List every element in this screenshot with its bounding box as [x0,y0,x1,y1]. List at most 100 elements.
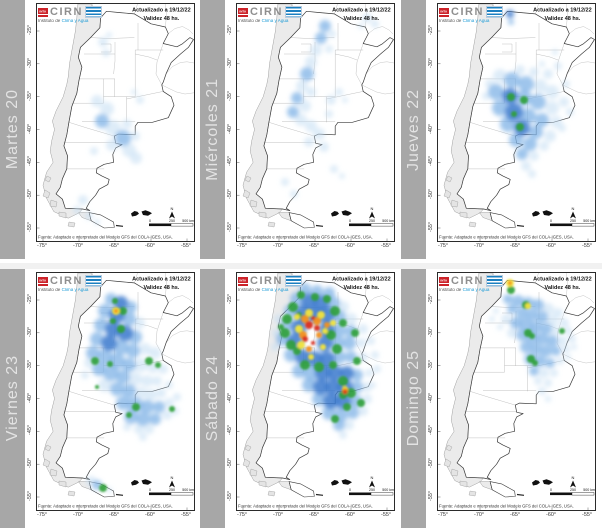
institute-name: Instituto de Clima y Agua [38,19,88,24]
map-frame: N 0 250 500 km INTA CIRN Instituto de Cl… [36,272,195,511]
forecast-panel: Miércoles 21 N 0 250 500 km INTA [200,0,401,263]
update-info: Actualizado a 19/12/22 Validez 48 hs. [132,7,191,23]
y-axis-tick-label: -55° [27,491,33,501]
svg-text:0: 0 [550,219,552,223]
svg-text:250: 250 [570,219,576,223]
y-axis-tick-label: -30° [428,326,434,337]
institute-name: Instituto de Clima y Agua [439,19,489,24]
x-axis-tick-label: -65° [510,243,520,249]
updated-date: Actualizado a 19/12/22 [332,7,391,14]
validity-label: Validez 48 hs. [143,15,180,22]
day-label: Miércoles 21 [203,78,221,181]
inta-logo-mark: INTA [439,7,449,17]
x-axis-tick-label: -75° [438,512,448,518]
x-axis-tick-label: -60° [345,243,355,249]
x-axis-tick-label: -65° [109,512,119,518]
argentina-precipitation-map: N 0 250 500 km [438,273,595,510]
precipitation-overlay-intense [506,279,565,366]
forecast-panel: Jueves 22 N 0 250 500 km INTA [401,0,602,263]
y-axis-tick-label: -50° [428,458,434,469]
y-axis-tick-label: -30° [27,57,33,68]
svg-text:500 km: 500 km [382,488,394,492]
y-axis-tick-label: -50° [428,189,434,200]
day-band: Sábado 24 [200,269,225,528]
x-axis-tick-label: -75° [237,512,247,518]
svg-text:0: 0 [149,488,151,492]
inta-logo: INTA CIRN Instituto de Clima y Agua [38,275,104,294]
source-note: Fuente: Adaptado e interpretado del Mode… [238,235,373,240]
source-note: Fuente: Adaptado e interpretado del Mode… [439,235,574,240]
svg-text:0: 0 [349,219,351,223]
x-axis-tick-label: -65° [309,512,319,518]
y-axis-tick-label: -30° [227,57,233,68]
inta-logo-mark: INTA [238,276,248,286]
inta-logo: INTA CIRN Instituto de Clima y Agua [238,6,304,25]
day-label: Jueves 22 [404,88,422,171]
inta-logo-mark: INTA [238,7,248,17]
y-axis-tick-label: -40° [227,392,233,403]
y-axis-tick-label: -50° [27,189,33,200]
update-info: Actualizado a 19/12/22 Validez 48 hs. [332,7,391,23]
validity-label: Validez 48 hs. [544,284,581,291]
inta-logo: INTA CIRN Instituto de Clima y Agua [38,6,104,25]
argentina-precipitation-map: N 0 250 500 km [237,4,394,241]
svg-text:250: 250 [369,219,375,223]
inta-text: INTA [440,279,448,283]
y-axis-tick-label: -45° [428,156,434,167]
update-info: Actualizado a 19/12/22 Validez 48 hs. [533,7,592,23]
x-axis-tick-label: -60° [546,243,556,249]
y-axis-tick-label: -35° [227,90,233,101]
cirn-wordmark: CIRN [250,5,283,18]
svg-text:N: N [171,206,174,211]
institute-highlight: Clima y Agua [462,288,490,293]
forecast-panel: Martes 20 N 0 250 500 km INTA [0,0,200,263]
x-axis-tick-label: -75° [37,243,47,249]
day-band: Martes 20 [0,0,25,259]
svg-text:500 km: 500 km [182,219,194,223]
forecast-panel: Sábado 24 N 0 250 500 km INTA [200,269,401,532]
x-axis-tick-label: -75° [37,512,47,518]
y-axis-tick-label: -55° [227,222,233,232]
institute-prefix: Instituto de [238,19,262,24]
svg-text:250: 250 [369,488,375,492]
validity-label: Validez 48 hs. [343,15,380,22]
inta-logo-mark: INTA [38,7,48,17]
forecast-panel: Viernes 23 N 0 250 500 km INTA [0,269,200,532]
y-axis-tick-label: -25° [27,294,33,304]
y-axis-tick-label: -40° [428,392,434,403]
x-axis-tick-label: -55° [582,512,592,518]
inta-logo: INTA CIRN Instituto de Clima y Agua [439,6,505,25]
x-axis-tick-label: -55° [181,512,191,518]
argentina-precipitation-map: N 0 250 500 km [37,273,194,510]
x-axis-tick-label: -55° [582,243,592,249]
institute-prefix: Instituto de [38,19,62,24]
cirn-wordmark: CIRN [50,5,83,18]
svg-text:250: 250 [570,488,576,492]
source-note: Fuente: Adaptado e interpretado del Mode… [439,504,574,509]
institute-name: Instituto de Clima y Agua [238,19,288,24]
y-axis-tick-label: -45° [227,156,233,167]
svg-text:0: 0 [149,219,151,223]
map-frame: N 0 250 500 km INTA CIRN Instituto de Cl… [236,3,395,242]
x-axis-tick-label: -60° [345,512,355,518]
x-axis-tick-label: -60° [145,243,155,249]
y-axis-tick-label: -25° [428,294,434,304]
inta-text: INTA [239,10,247,14]
precipitation-overlay-cool [482,10,574,178]
institute-prefix: Instituto de [439,288,463,293]
x-axis-tick-label: -70° [474,243,484,249]
inta-text: INTA [39,279,47,283]
y-axis-tick-label: -45° [27,156,33,167]
precipitation-overlay-cool [73,32,144,225]
validity-label: Validez 48 hs. [143,284,180,291]
cirn-wordmark: CIRN [451,274,484,287]
day-band: Jueves 22 [401,0,426,259]
x-axis-tick-label: -70° [73,243,83,249]
source-note: Fuente: Adaptado e interpretado del Mode… [238,504,373,509]
updated-date: Actualizado a 19/12/22 [132,7,191,14]
argentina-basemap [42,4,194,229]
x-axis-tick-label: -70° [273,512,283,518]
x-axis-tick-label: -70° [73,512,83,518]
y-axis-tick-label: -30° [428,57,434,68]
svg-text:N: N [371,475,374,480]
